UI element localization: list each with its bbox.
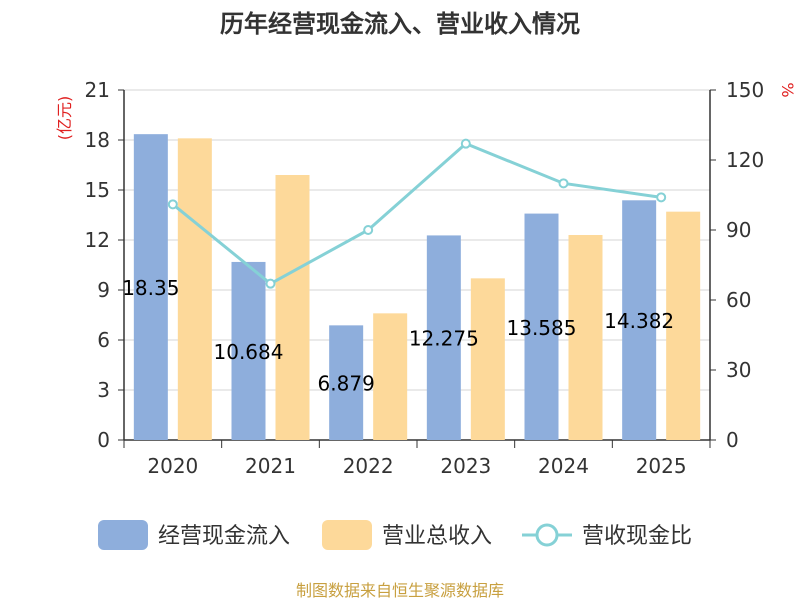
bar-cash-inflow xyxy=(524,213,559,440)
right-tick-label: 30 xyxy=(726,358,751,382)
left-tick-label: 6 xyxy=(97,328,110,352)
bar-revenue xyxy=(666,211,701,440)
x-tick-label: 2025 xyxy=(636,454,687,478)
left-axis-unit: (亿元) xyxy=(55,96,74,141)
legend-swatch-revenue xyxy=(322,520,372,550)
x-tick-label: 2024 xyxy=(538,454,589,478)
bar-revenue xyxy=(568,235,603,440)
right-tick-label: 150 xyxy=(726,78,764,102)
tick-labels: 0 3 6 9 12 15 18 21 0 30 60 90 120 150 2020 2021 2022 202… xyxy=(85,78,765,478)
bar-data-label: 10.684 xyxy=(214,340,284,364)
bar-revenue xyxy=(177,138,212,441)
legend-marker-ratio xyxy=(535,523,559,547)
ratio-point xyxy=(460,138,471,149)
source-note: 制图数据来自恒生聚源数据库 xyxy=(296,581,504,600)
bars xyxy=(133,134,701,441)
legend-swatch-cash-inflow xyxy=(98,520,148,550)
ratio-point xyxy=(167,199,178,210)
bar-data-label: 13.585 xyxy=(507,316,577,340)
bar-cash-inflow xyxy=(622,200,657,440)
left-tick-label: 3 xyxy=(97,378,110,402)
legend-label-cash-inflow: 经营现金流入 xyxy=(158,524,290,549)
bar-data-label: 18.35 xyxy=(122,276,179,300)
left-tick-label: 21 xyxy=(85,78,110,102)
ratio-point xyxy=(558,178,569,189)
left-tick-label: 9 xyxy=(97,278,110,302)
left-tick-label: 15 xyxy=(85,178,110,202)
axes xyxy=(118,89,716,448)
legend-label-ratio: 营收现金比 xyxy=(582,524,692,549)
ratio-point xyxy=(363,225,374,235)
gridlines xyxy=(124,89,710,441)
bar-revenue xyxy=(470,278,505,440)
data-labels: 18.35 10.684 6.879 12.275 13.585 14.382 xyxy=(122,276,674,396)
right-tick-label: 60 xyxy=(726,288,751,312)
left-tick-label: 0 xyxy=(97,428,110,452)
left-tick-label: 12 xyxy=(85,228,110,252)
left-tick-label: 18 xyxy=(85,128,110,152)
right-axis-unit: % xyxy=(778,82,797,97)
bar-cash-inflow xyxy=(426,235,461,440)
ratio-point xyxy=(265,278,276,289)
legend-label-revenue: 营业总收入 xyxy=(382,524,492,549)
right-tick-label: 0 xyxy=(726,428,739,452)
bar-data-label: 12.275 xyxy=(409,327,479,351)
bar-revenue xyxy=(373,313,408,440)
x-tick-label: 2023 xyxy=(440,454,491,478)
x-tick-label: 2021 xyxy=(245,454,296,478)
ratio-line xyxy=(167,138,667,289)
bar-revenue xyxy=(275,175,310,440)
bar-cash-inflow xyxy=(133,134,168,440)
chart-title: 历年经营现金流入、营业收入情况 xyxy=(220,10,580,38)
bar-data-label: 14.382 xyxy=(604,309,674,333)
right-tick-label: 120 xyxy=(726,148,764,172)
right-tick-label: 90 xyxy=(726,218,751,242)
ratio-point xyxy=(656,192,667,203)
bar-cash-inflow xyxy=(231,261,266,440)
bar-cash-inflow xyxy=(329,325,364,440)
legend: 经营现金流入 营业总收入 营收现金比 xyxy=(98,520,692,550)
ratio-line-path xyxy=(171,141,662,286)
bar-data-label: 6.879 xyxy=(318,372,375,396)
x-tick-label: 2022 xyxy=(343,454,394,478)
x-tick-label: 2020 xyxy=(147,454,198,478)
